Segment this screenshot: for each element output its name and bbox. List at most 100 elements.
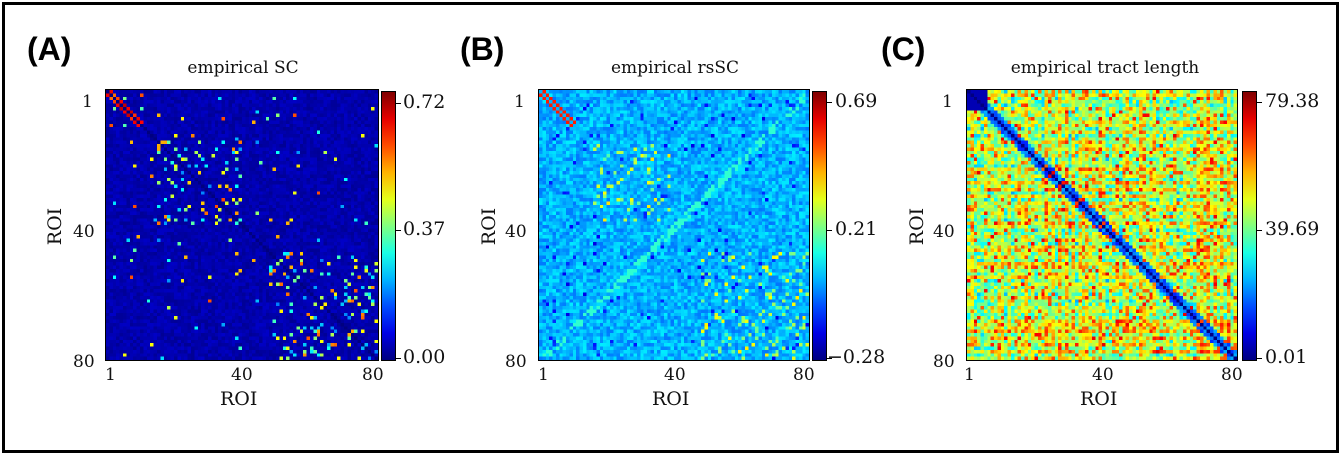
- heatmap-cell: [354, 127, 357, 130]
- heatmap-cell: [300, 164, 303, 167]
- heatmap-cell: [188, 293, 191, 296]
- heatmap-cell: [109, 235, 112, 238]
- heatmap-cell: [368, 185, 371, 188]
- heatmap-cell: [286, 110, 289, 113]
- heatmap-cell: [303, 212, 306, 215]
- heatmap-cell: [191, 188, 194, 191]
- heatmap-cell: [109, 222, 112, 225]
- heatmap-cell: [351, 158, 354, 161]
- heatmap-cell: [252, 218, 255, 221]
- heatmap-cell: [188, 296, 191, 299]
- heatmap-cell: [137, 181, 140, 184]
- heatmap-cell: [157, 201, 160, 204]
- heatmap-cell: [279, 127, 282, 130]
- heatmap-cell: [341, 282, 344, 285]
- heatmap-cell: [337, 293, 340, 296]
- heatmap-cell: [242, 245, 245, 248]
- heatmap-cell: [228, 232, 231, 235]
- heatmap-cell: [133, 154, 136, 157]
- heatmap-cell: [177, 147, 180, 150]
- heatmap-cell: [147, 158, 150, 161]
- heatmap-cell: [106, 249, 109, 252]
- heatmap-cell: [137, 255, 140, 258]
- heatmap-cell: [116, 171, 119, 174]
- heatmap-cell: [293, 107, 296, 110]
- heatmap-cell: [120, 124, 123, 127]
- heatmap-cell: [262, 137, 265, 140]
- heatmap-cell: [344, 107, 347, 110]
- heatmap-cell: [154, 97, 157, 100]
- heatmap-cell: [273, 178, 276, 181]
- heatmap-cell: [205, 245, 208, 248]
- heatmap-cell: [364, 100, 367, 103]
- heatmap-cell: [157, 97, 160, 100]
- heatmap-cell: [106, 90, 109, 93]
- heatmap-cell: [317, 90, 320, 93]
- heatmap-cell: [354, 97, 357, 100]
- heatmap-cell: [194, 282, 197, 285]
- heatmap-cell: [181, 282, 184, 285]
- heatmap-cell: [228, 168, 231, 171]
- heatmap-cell: [354, 225, 357, 228]
- heatmap-cell: [361, 144, 364, 147]
- heatmap-cell: [164, 208, 167, 211]
- heatmap-cell: [201, 104, 204, 107]
- heatmap-cell: [351, 107, 354, 110]
- heatmap-cell: [361, 293, 364, 296]
- heatmap-cell: [201, 201, 204, 204]
- heatmap-cell: [143, 191, 146, 194]
- heatmap-cell: [358, 174, 361, 177]
- heatmap-cell: [320, 117, 323, 120]
- heatmap-cell: [293, 215, 296, 218]
- heatmap-cell: [198, 201, 201, 204]
- heatmap-cell: [259, 235, 262, 238]
- heatmap-cell: [341, 104, 344, 107]
- heatmap-cell: [232, 100, 235, 103]
- heatmap-cell: [317, 93, 320, 96]
- heatmap-cell: [286, 151, 289, 154]
- heatmap-cell: [140, 97, 143, 100]
- heatmap-cell: [324, 114, 327, 117]
- heatmap-cell: [171, 208, 174, 211]
- heatmap-cell: [167, 269, 170, 272]
- heatmap-cell: [147, 299, 150, 302]
- heatmap-cell: [120, 191, 123, 194]
- heatmap-cell: [283, 228, 286, 231]
- heatmap-cell: [177, 100, 180, 103]
- heatmap-cell: [361, 151, 364, 154]
- heatmap-cell: [228, 151, 231, 154]
- heatmap-cell: [313, 134, 316, 137]
- heatmap-cell: [256, 208, 259, 211]
- heatmap-cell: [174, 137, 177, 140]
- heatmap-cell: [174, 286, 177, 289]
- heatmap-cell: [177, 171, 180, 174]
- heatmap-cell: [293, 161, 296, 164]
- heatmap-cell: [232, 259, 235, 262]
- heatmap-cell: [245, 242, 248, 245]
- heatmap-cell: [296, 239, 299, 242]
- heatmap-cell: [242, 97, 245, 100]
- heatmap-cell: [256, 198, 259, 201]
- heatmap-cell: [330, 276, 333, 279]
- heatmap-cell: [198, 178, 201, 181]
- heatmap-cell: [181, 178, 184, 181]
- heatmap-cell: [177, 249, 180, 252]
- heatmap-cell: [191, 242, 194, 245]
- heatmap-cell: [310, 151, 313, 154]
- heatmap-cell: [194, 228, 197, 231]
- heatmap-cell: [266, 174, 269, 177]
- heatmap-cell: [147, 137, 150, 140]
- heatmap-cell: [191, 97, 194, 100]
- heatmap-cell: [109, 188, 112, 191]
- heatmap-cell: [344, 266, 347, 269]
- heatmap-cell: [245, 296, 248, 299]
- heatmap-cell: [262, 249, 265, 252]
- heatmap-cell: [164, 93, 167, 96]
- heatmap-cell: [126, 93, 129, 96]
- heatmap-cell: [283, 168, 286, 171]
- heatmap-cell: [310, 245, 313, 248]
- heatmap-cell: [171, 218, 174, 221]
- heatmap-cell: [164, 191, 167, 194]
- heatmap-cell: [130, 93, 133, 96]
- heatmap-cell: [133, 212, 136, 215]
